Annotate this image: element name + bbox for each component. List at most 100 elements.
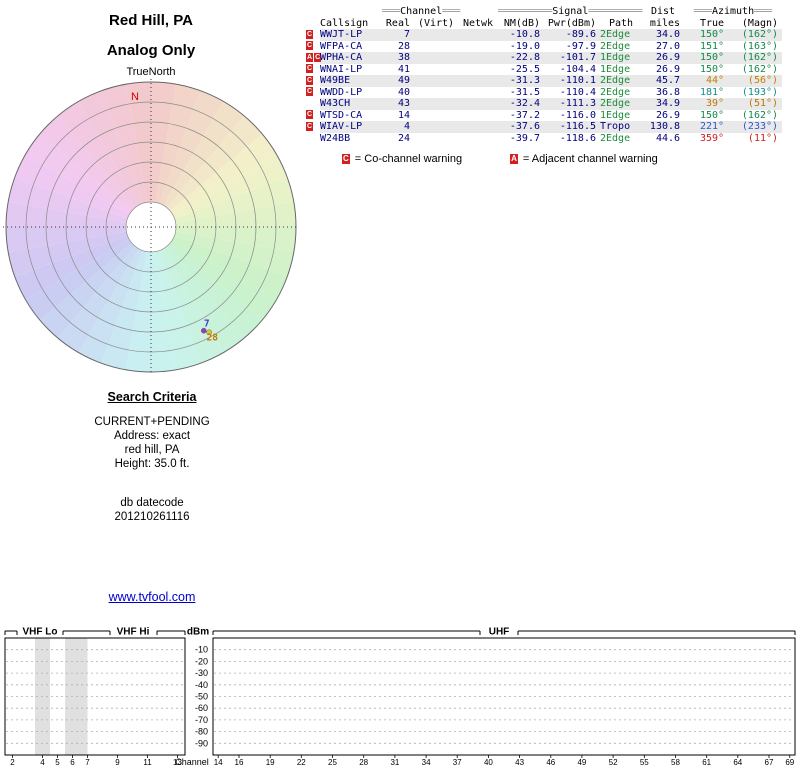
cell-magn_az: (163°) bbox=[741, 40, 779, 52]
adjacent-channel-legend-text: = Adjacent channel warning bbox=[522, 153, 658, 165]
search-criteria-title: Search Criteria bbox=[107, 390, 197, 404]
warning-flags-cell: C bbox=[306, 29, 320, 41]
warning-flags-cell: C bbox=[306, 41, 320, 53]
cell-pwr: -111.3 bbox=[544, 98, 600, 110]
cell-miles: 27.0 bbox=[655, 40, 681, 52]
table-group-header-row: ═══Channel═══ ═════════Signal═════════ D… bbox=[306, 6, 782, 18]
group-header-dist: Dist bbox=[650, 6, 676, 17]
warning-flag-icon: C bbox=[306, 75, 314, 85]
cell-magn_az: (162°) bbox=[741, 63, 779, 75]
cell-nm: -19.0 bbox=[509, 40, 540, 52]
svg-text:16: 16 bbox=[235, 758, 244, 767]
cell-callsign[interactable]: WWDD-LP bbox=[320, 86, 363, 98]
cell-pwr: -89.6 bbox=[544, 29, 600, 41]
cell-true_az: 221° bbox=[684, 121, 729, 133]
channel-axis-labels: 2 4 5 6 7 9 11 13 14 16 19 22 25 28 31 34 37 40 43 46 49 52 55… bbox=[10, 755, 795, 767]
vhf-plot-box bbox=[4, 637, 186, 756]
search-height: Height: 35.0 ft. bbox=[114, 458, 190, 470]
group-header-channel: ═══Channel═══ bbox=[382, 6, 461, 17]
dbm-gridlines bbox=[6, 649, 794, 744]
col-header-nm: NM(dB) bbox=[503, 17, 540, 29]
cell-pwr: -101.7 bbox=[544, 52, 600, 64]
warning-flag-icon: A bbox=[306, 52, 314, 62]
warning-flags-cell: C bbox=[306, 75, 320, 87]
location-title: Red Hill, PA bbox=[109, 12, 193, 29]
cell-callsign[interactable]: W49BE bbox=[320, 75, 382, 87]
cell-virt bbox=[414, 133, 458, 145]
cell-netwk bbox=[458, 52, 498, 64]
svg-text:-90: -90 bbox=[195, 738, 208, 748]
station-table-body: C WWJT-LP 7 -10.8 -89.6 2Edge 34.0 150° (162°) C W… bbox=[306, 29, 783, 145]
cell-real: 14 bbox=[397, 109, 410, 121]
cell-pwr: -116.5 bbox=[544, 121, 600, 133]
cell-real: 28 bbox=[397, 40, 410, 52]
cell-magn_az: (233°) bbox=[728, 121, 783, 133]
cell-pwr: -104.4 bbox=[559, 63, 596, 75]
warning-flags-cell bbox=[306, 133, 320, 145]
cell-miles: 26.9 bbox=[655, 109, 681, 121]
warning-flag-icon: C bbox=[314, 52, 322, 62]
uhf-label: UHF bbox=[489, 627, 510, 638]
table-column-header-row: Callsign Real (Virt) Netwk NM(dB) Pwr(dB… bbox=[306, 18, 782, 30]
search-criteria-panel: Search Criteria CURRENT+PENDING Address:… bbox=[38, 390, 266, 524]
cell-callsign[interactable]: W24BB bbox=[320, 132, 351, 144]
cell-callsign[interactable]: WWJT-LP bbox=[320, 29, 382, 41]
cell-callsign[interactable]: WFPA-CA bbox=[320, 40, 363, 52]
spectrum-chart: -10-20 -30 -40 -50-60 -70 -80-90 VHF Lo VHF Hi d… bbox=[4, 627, 796, 767]
warning-flags-cell bbox=[306, 98, 320, 110]
col-header-true: True bbox=[699, 17, 725, 29]
cell-nm: -37.6 bbox=[498, 121, 544, 133]
cell-virt bbox=[414, 75, 458, 87]
cell-path: 1Edge bbox=[600, 52, 643, 64]
col-header-real: Real bbox=[385, 17, 410, 29]
search-location: red hill, PA bbox=[124, 444, 180, 456]
cell-callsign[interactable]: WIAV-LP bbox=[320, 121, 382, 133]
db-datecode-label: db datecode bbox=[120, 497, 184, 509]
warning-flags-cell: C bbox=[306, 110, 320, 122]
cell-callsign[interactable]: W43CH bbox=[320, 98, 382, 110]
station-row: C WNAI-LP 41 -25.5 -104.4 1Edge 26.9 150° (162°) bbox=[306, 64, 782, 76]
true-north-label: TrueNorth bbox=[126, 66, 176, 78]
cell-path: 2Edge bbox=[600, 98, 643, 110]
col-header-path: Path bbox=[608, 17, 634, 29]
cell-path: Tropo bbox=[600, 121, 643, 133]
station-row: W43CH 43 -32.4 -111.3 2Edge 34.9 39° (51°) bbox=[306, 98, 783, 110]
cell-miles: 45.7 bbox=[642, 75, 685, 87]
svg-text:69: 69 bbox=[785, 758, 794, 767]
marker-channel-label: 7 bbox=[204, 319, 210, 330]
svg-text:5: 5 bbox=[55, 758, 60, 767]
tvfool-link[interactable]: www.tvfool.com bbox=[108, 590, 196, 604]
marker-dot bbox=[206, 329, 213, 336]
cell-real: 40 bbox=[397, 86, 410, 98]
cell-netwk bbox=[458, 75, 498, 87]
cell-callsign[interactable]: WPHA-CA bbox=[320, 52, 382, 64]
cell-netwk bbox=[458, 121, 498, 133]
svg-text:55: 55 bbox=[640, 758, 649, 767]
cell-pwr: -116.0 bbox=[559, 109, 596, 121]
svg-text:31: 31 bbox=[390, 758, 399, 767]
cell-netwk bbox=[458, 98, 498, 110]
svg-text:61: 61 bbox=[702, 758, 711, 767]
cell-pwr: -97.9 bbox=[565, 40, 596, 52]
col-header-miles: miles bbox=[649, 17, 681, 29]
cell-callsign[interactable]: WNAI-LP bbox=[320, 63, 363, 75]
cell-real: 38 bbox=[382, 52, 414, 64]
cell-real: 49 bbox=[382, 75, 414, 87]
co-channel-flag-icon: C bbox=[342, 154, 350, 164]
cell-real: 7 bbox=[382, 29, 414, 41]
warning-flag-icon: C bbox=[306, 87, 314, 96]
cell-true_az: 150° bbox=[699, 109, 725, 121]
svg-text:-20: -20 bbox=[195, 656, 208, 666]
cell-true_az: 150° bbox=[684, 52, 729, 64]
cell-magn_az: (56°) bbox=[728, 75, 783, 87]
svg-text:49: 49 bbox=[577, 758, 586, 767]
cell-magn_az: (162°) bbox=[741, 109, 779, 121]
vhf-lo-label: VHF Lo bbox=[23, 627, 58, 638]
svg-text:64: 64 bbox=[733, 758, 742, 767]
warning-flag-icon: C bbox=[306, 121, 314, 131]
svg-text:-10: -10 bbox=[195, 645, 208, 655]
cell-callsign[interactable]: WTSD-CA bbox=[320, 109, 363, 121]
cell-netwk bbox=[458, 41, 498, 53]
legend-adjacent-channel: A = Adjacent channel warning bbox=[510, 153, 658, 165]
